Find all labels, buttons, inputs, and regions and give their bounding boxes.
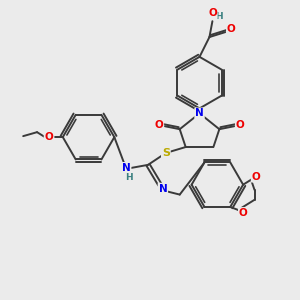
Text: O: O: [236, 120, 244, 130]
Text: O: O: [45, 132, 53, 142]
Text: N: N: [195, 108, 204, 118]
Text: O: O: [154, 120, 163, 130]
Text: N: N: [122, 163, 130, 173]
Text: O: O: [252, 172, 260, 182]
Text: O: O: [208, 8, 217, 18]
Text: O: O: [227, 24, 236, 34]
Text: H: H: [215, 12, 223, 21]
Text: O: O: [239, 208, 248, 218]
Text: N: N: [158, 184, 167, 194]
Text: H: H: [125, 173, 133, 182]
Text: S: S: [162, 148, 170, 158]
